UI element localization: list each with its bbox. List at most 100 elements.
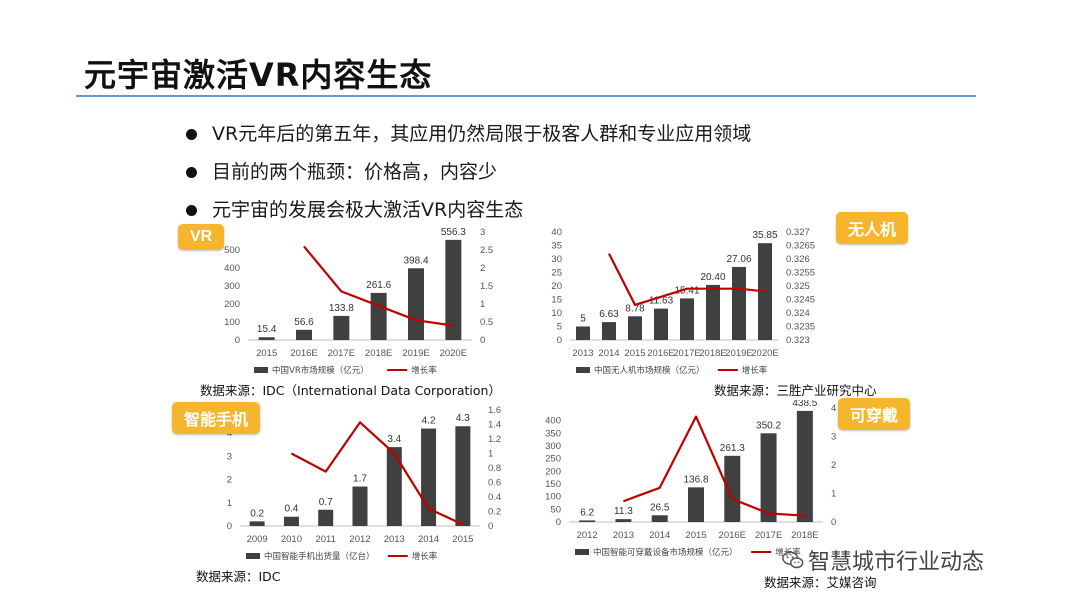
bullet-item: 目前的两个瓶颈：价格高，内容少 <box>184 153 751 191</box>
x-tick-label: 2016E <box>719 530 746 541</box>
x-tick-label: 2013 <box>613 530 634 541</box>
y2-tick-label: 0 <box>831 517 836 528</box>
y-tick-label: 0 <box>235 335 240 346</box>
bar <box>249 521 265 526</box>
y-tick-label: 40 <box>551 227 562 238</box>
y-tick-label: 500 <box>224 245 240 256</box>
vr-chart: 0 100 200 300 400 500 0 0.5 1 1.5 2 2.5 3 15.4 2015 56.… <box>224 227 493 376</box>
y2-tick-label: 1.4 <box>488 420 501 431</box>
bar <box>445 239 462 340</box>
y2-tick-label: 2 <box>831 460 836 471</box>
bar <box>455 426 471 526</box>
legend-bar-swatch <box>254 367 268 373</box>
y-tick-label: 15 <box>551 295 562 306</box>
y-tick-label: 400 <box>224 263 240 274</box>
bar <box>333 315 350 340</box>
y-tick-label: 300 <box>224 281 240 292</box>
y2-tick-label: 1 <box>480 299 485 310</box>
watermark: 智慧城市行业动态 <box>782 544 984 576</box>
y2-tick-label: 0.5 <box>480 317 493 328</box>
x-tick-label: 2013 <box>572 348 593 359</box>
y-tick-label: 20 <box>551 281 562 292</box>
bar-data-label: 6.2 <box>580 507 594 518</box>
bar-data-label: 0.2 <box>250 508 264 519</box>
bar-data-label: 5 <box>580 314 586 325</box>
legend-line-label: 增长率 <box>411 365 437 376</box>
y-tick-label: 30 <box>551 254 562 265</box>
bar <box>318 509 334 526</box>
bullet-item: 元宇宙的发展会极大激活VR内容生态 <box>184 191 751 229</box>
bar-data-label: 3.4 <box>387 434 401 445</box>
bar-data-label: 6.63 <box>599 309 619 320</box>
y-tick-label: 10 <box>551 308 562 319</box>
y2-tick-label: 1.5 <box>480 281 493 292</box>
bar <box>408 268 424 340</box>
bar-data-label: 261.3 <box>720 443 745 454</box>
bar-data-label: 11.3 <box>614 506 633 517</box>
legend-bar-label: 中国智能手机出货量（亿台） <box>264 551 375 562</box>
x-tick-label: 2010 <box>281 534 302 545</box>
y-tick-label: 3 <box>227 451 232 462</box>
bar <box>615 519 632 522</box>
x-tick-label: 2019E <box>725 348 752 359</box>
legend-bar-swatch <box>575 549 589 555</box>
y-tick-label: 0 <box>556 517 561 528</box>
y2-tick-label: 2 <box>480 263 485 274</box>
y-tick-label: 300 <box>545 441 561 452</box>
y2-tick-label: 1 <box>488 449 493 460</box>
y2-tick-label: 0.324 <box>786 308 810 319</box>
drone-source: 数据来源：三胜产业研究中心 <box>714 383 877 398</box>
bar-data-label: 20.40 <box>700 272 725 283</box>
y2-tick-label: 1.6 <box>488 405 501 416</box>
bar <box>296 329 312 340</box>
bar <box>758 243 772 340</box>
bar <box>258 337 275 340</box>
legend-bar-swatch <box>576 367 590 373</box>
x-tick-label: 2014 <box>418 534 439 545</box>
y2-tick-label: 3 <box>831 432 836 443</box>
x-tick-label: 2020E <box>751 348 778 359</box>
bar-data-label: 11.63 <box>649 296 674 307</box>
y2-tick-label: 0.326 <box>786 254 810 265</box>
bar-data-label: 8.78 <box>625 303 645 314</box>
bar-data-label: 4.2 <box>422 416 436 427</box>
bar-data-label: 27.06 <box>726 254 751 265</box>
x-tick-label: 2014 <box>598 348 619 359</box>
legend-bar-swatch <box>246 553 260 559</box>
y2-tick-label: 0.3235 <box>786 322 815 333</box>
x-tick-label: 2014 <box>649 530 670 541</box>
wear-source: 数据来源：艾媒咨询 <box>764 575 877 590</box>
x-tick-label: 2016E <box>647 348 674 359</box>
bar-data-label: 4.3 <box>456 413 470 424</box>
y2-tick-label: 0.3265 <box>786 241 815 252</box>
x-tick-label: 2017E <box>328 348 355 359</box>
x-tick-label: 2017E <box>673 348 700 359</box>
growth-rate-line <box>623 415 805 517</box>
bar <box>760 433 777 522</box>
growth-rate-line <box>290 421 464 526</box>
bar <box>352 486 368 526</box>
y2-tick-label: 0.2 <box>488 507 501 518</box>
y-tick-label: 200 <box>224 299 240 310</box>
y-tick-label: 400 <box>545 416 561 427</box>
y2-tick-label: 0.323 <box>786 335 810 346</box>
phone-source: 数据来源：IDC <box>196 569 281 584</box>
legend-bar-label: 中国VR市场规模（亿元） <box>272 365 369 376</box>
wear-tag: 可穿戴 <box>838 398 911 430</box>
x-tick-label: 2012 <box>349 534 370 545</box>
bar <box>724 455 741 522</box>
bar-data-label: 350.2 <box>756 420 781 431</box>
y2-tick-label: 0.3245 <box>786 295 815 306</box>
x-tick-label: 2018E <box>791 530 818 541</box>
y2-tick-label: 0 <box>480 335 485 346</box>
y-tick-label: 200 <box>545 466 561 477</box>
y-tick-label: 0 <box>227 521 232 532</box>
y-tick-label: 50 <box>550 504 561 515</box>
y2-tick-label: 0.6 <box>488 478 501 489</box>
x-tick-label: 2018E <box>365 348 392 359</box>
bar-data-label: 0.7 <box>319 497 333 508</box>
y2-tick-label: 0.325 <box>786 281 810 292</box>
y2-tick-label: 0.4 <box>488 492 501 503</box>
bar-data-label: 56.6 <box>294 317 314 328</box>
